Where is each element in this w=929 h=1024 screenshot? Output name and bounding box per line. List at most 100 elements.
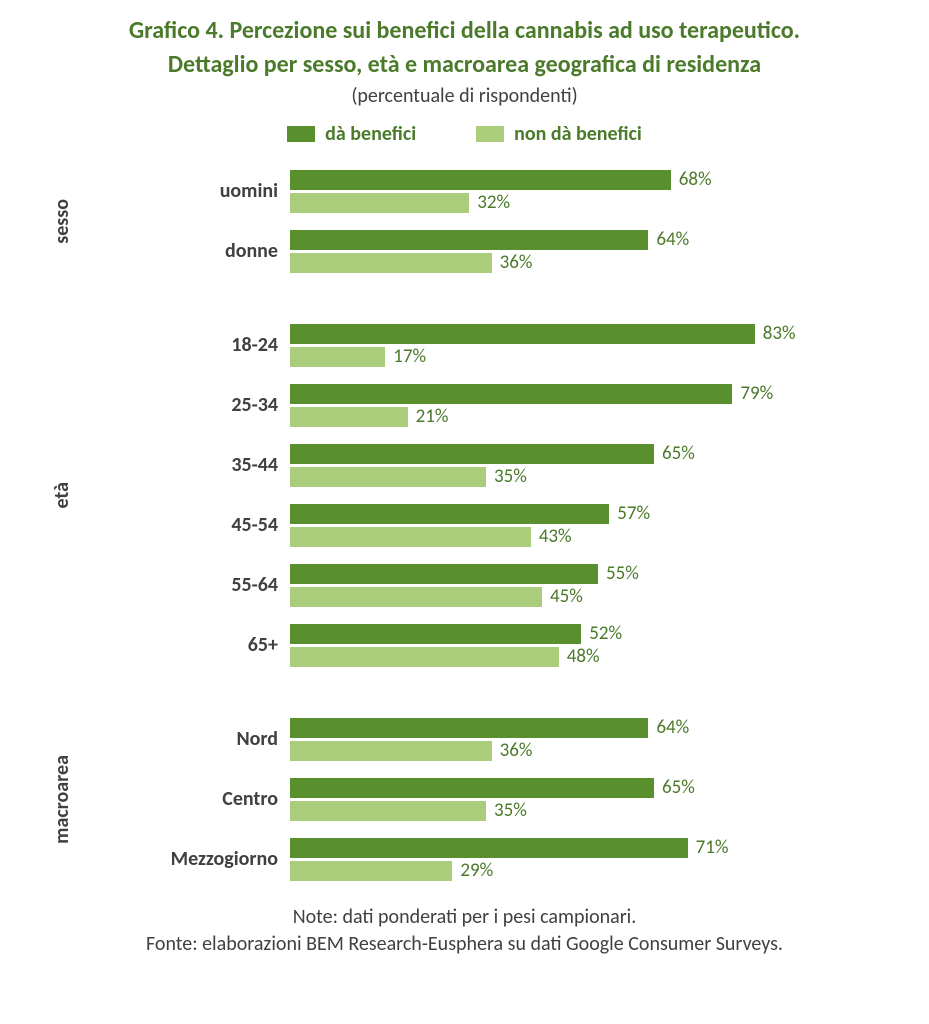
section-label: età <box>50 482 78 509</box>
bar-row-label: Mezzogiorno <box>78 847 290 871</box>
legend-label-series2: non dà benefici <box>514 122 642 146</box>
bar-value-series1: 65% <box>662 776 695 799</box>
bar-value-series2: 43% <box>539 525 572 548</box>
bar-pair: 68% 32% <box>290 168 850 214</box>
legend: dà benefici non dà benefici <box>20 122 909 146</box>
bar-series1 <box>290 230 648 250</box>
bar-row: 65+52%48% <box>78 622 909 668</box>
bar-row-label: 45-54 <box>78 513 290 537</box>
bar-row-label: 55-64 <box>78 573 290 597</box>
chart-subtitle: (percentuale di rispondenti) <box>20 84 909 108</box>
bar-row: donne 64% 36% <box>78 228 909 274</box>
bar-value-series2: 21% <box>416 405 449 428</box>
bar-value-series1: 65% <box>662 442 695 465</box>
bar-pair: 65% 35% <box>290 442 850 488</box>
bar-series1 <box>290 718 648 738</box>
bar-row: 25-34 79% 21% <box>78 382 909 428</box>
section-groups: uomini 68% 32% donne 64% 36% <box>78 168 909 274</box>
bar-pair: 64% 36% <box>290 228 850 274</box>
bar-value-series1: 52% <box>589 622 622 645</box>
bar-series1 <box>290 170 671 190</box>
bar-value-series1: 64% <box>656 228 689 251</box>
section-label: macroarea <box>50 755 78 844</box>
bar-series1 <box>290 624 581 644</box>
bar-series2 <box>290 587 542 607</box>
bar-series2 <box>290 253 492 273</box>
bar-series1 <box>290 778 654 798</box>
bar-series1 <box>290 504 609 524</box>
bar-pair: 79% 21% <box>290 382 850 428</box>
bar-value-series1: 57% <box>617 502 650 525</box>
section-label: sesso <box>50 199 78 244</box>
bar-value-series1: 83% <box>763 322 796 345</box>
bar-row-label: 25-34 <box>78 393 290 417</box>
bar-pair: 64% 36% <box>290 716 850 762</box>
bar-series1 <box>290 384 732 404</box>
section-età: età 18-24 83% 17% 25-34 79% 21% 35-44 65% 35% 45-5… <box>50 322 909 668</box>
legend-item-series1: dà benefici <box>287 122 416 146</box>
bar-series2 <box>290 467 486 487</box>
bar-row: 35-44 65% 35% <box>78 442 909 488</box>
bar-row-label: 18-24 <box>78 333 290 357</box>
note-line1: Note: dati ponderati per i pesi campiona… <box>20 904 909 931</box>
bar-series2 <box>290 193 469 213</box>
bar-pair: 71% 29% <box>290 836 850 882</box>
bar-value-series2: 29% <box>460 859 493 882</box>
bar-series1 <box>290 838 688 858</box>
bar-row: Nord 64% 36% <box>78 716 909 762</box>
bar-value-series2: 45% <box>550 585 583 608</box>
bar-value-series1: 64% <box>656 716 689 739</box>
bar-row: uomini 68% 32% <box>78 168 909 214</box>
section-groups: 18-2483%17%25-3479%21%35-4465%35%45-5457… <box>78 322 909 668</box>
bar-row: Centro 65% 35% <box>78 776 909 822</box>
legend-swatch-series1 <box>287 126 315 142</box>
bar-value-series2: 17% <box>393 345 426 368</box>
bar-pair: 83% 17% <box>290 322 850 368</box>
bar-row: 45-54 57% 43% <box>78 502 909 548</box>
bar-series1 <box>290 564 598 584</box>
bar-value-series2: 36% <box>500 251 533 274</box>
bar-row-label: uomini <box>78 179 290 203</box>
bar-series2 <box>290 801 486 821</box>
bar-series1 <box>290 324 755 344</box>
bar-row: 18-24 83% 17% <box>78 322 909 368</box>
note-line2: Fonte: elaborazioni BEM Research-Euspher… <box>20 931 909 958</box>
bar-value-series2: 35% <box>494 465 527 488</box>
legend-item-series2: non dà benefici <box>476 122 642 146</box>
bar-row-label: Nord <box>78 727 290 751</box>
legend-swatch-series2 <box>476 126 504 142</box>
bar-value-series1: 55% <box>606 562 639 585</box>
bar-row-label: donne <box>78 239 290 263</box>
chart-area: sessouomini68%32%donne64%36%età18-2483%1… <box>50 168 909 882</box>
bar-series2 <box>290 741 492 761</box>
bar-series1 <box>290 444 654 464</box>
bar-row-label: 65+ <box>78 633 290 657</box>
bar-value-series2: 48% <box>567 645 600 668</box>
bar-series2 <box>290 647 559 667</box>
bar-value-series2: 36% <box>500 739 533 762</box>
bar-value-series2: 32% <box>477 191 510 214</box>
bar-value-series1: 79% <box>740 382 773 405</box>
bar-series2 <box>290 407 408 427</box>
bar-series2 <box>290 861 452 881</box>
bar-pair: 57% 43% <box>290 502 850 548</box>
bar-value-series1: 71% <box>696 836 729 859</box>
bar-row-label: Centro <box>78 787 290 811</box>
bar-row-label: 35-44 <box>78 453 290 477</box>
section-sesso: sessouomini 68% 32% donne 64% 36% <box>50 168 909 274</box>
legend-label-series1: dà benefici <box>325 122 416 146</box>
bar-pair: 55% 45% <box>290 562 850 608</box>
bar-series2 <box>290 347 385 367</box>
chart-title-line2: Dettaglio per sesso, età e macroarea geo… <box>20 50 909 80</box>
bar-value-series1: 68% <box>679 168 712 191</box>
bar-row: Mezzogiorno 71% 29% <box>78 836 909 882</box>
section-groups: Nord 64% 36% Centro 65% 35% Mezzogiorno 71% 29% <box>78 716 909 882</box>
bar-row: 55-64 55% 45% <box>78 562 909 608</box>
bar-value-series2: 35% <box>494 799 527 822</box>
bar-pair: 65% 35% <box>290 776 850 822</box>
chart-title-line1: Grafico 4. Percezione sui benefici della… <box>20 16 909 46</box>
chart-notes: Note: dati ponderati per i pesi campiona… <box>20 904 909 958</box>
bar-pair: 52%48% <box>290 622 850 668</box>
section-macroarea: macroareaNord 64% 36% Centro 65% 35% Mezzogior… <box>50 716 909 882</box>
bar-series2 <box>290 527 531 547</box>
